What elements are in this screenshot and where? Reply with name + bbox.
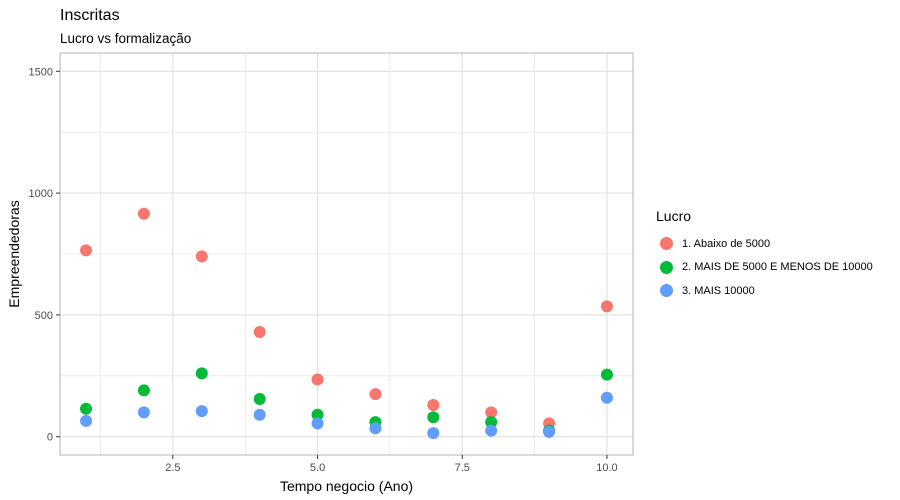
legend-items: 1. Abaixo de 5000 2. MAIS DE 5000 E MENOS… xyxy=(656,232,873,303)
data-point-series-1 xyxy=(195,250,208,263)
data-points xyxy=(80,207,613,440)
legend-key-icon xyxy=(660,260,673,274)
legend-label: 3. MAIS 10000 xyxy=(682,284,755,297)
legend-label: 2. MAIS DE 5000 E MENOS DE 10000 xyxy=(682,261,873,274)
data-point-series-1 xyxy=(311,373,324,386)
legend-key-icon xyxy=(660,284,673,298)
legend-item-3: 3. MAIS 10000 xyxy=(656,279,873,303)
data-point-series-3 xyxy=(80,414,93,427)
y-axis-ticks: 0 500 1000 1500 xyxy=(29,66,60,444)
data-point-series-2 xyxy=(485,416,498,429)
data-point-series-2 xyxy=(427,411,440,424)
y-tick-label: 1000 xyxy=(29,188,53,200)
data-point-series-3 xyxy=(253,408,266,421)
x-tick-label: 2.5 xyxy=(165,462,180,474)
x-axis-ticks: 2.5 5.0 7.5 10.0 xyxy=(165,455,618,474)
x-tick-label: 5.0 xyxy=(310,462,325,474)
data-point-series-3 xyxy=(137,406,150,419)
data-point-series-2 xyxy=(195,367,208,380)
legend-item-2: 2. MAIS DE 5000 E MENOS DE 10000 xyxy=(656,256,873,280)
y-axis-label: Empreendedoras xyxy=(6,200,22,307)
data-point-series-3 xyxy=(543,425,556,438)
data-point-series-1 xyxy=(253,325,266,338)
data-point-series-1 xyxy=(137,207,150,220)
chart-subtitle: Lucro vs formalização xyxy=(60,31,192,46)
legend-key-icon xyxy=(660,237,673,251)
data-point-series-1 xyxy=(600,300,613,313)
panel-border xyxy=(59,52,634,456)
data-point-series-1 xyxy=(427,399,440,412)
data-point-series-1 xyxy=(369,388,382,401)
legend-label: 1. Abaixo de 5000 xyxy=(682,237,771,250)
data-point-series-2 xyxy=(137,384,150,397)
data-point-series-2 xyxy=(311,408,324,421)
data-point-series-2 xyxy=(253,392,266,405)
x-tick-label: 7.5 xyxy=(455,462,470,474)
y-tick-label: 0 xyxy=(47,432,53,444)
x-tick-label: 10.0 xyxy=(596,462,617,474)
data-point-series-1 xyxy=(485,406,498,419)
data-point-series-3 xyxy=(485,424,498,437)
data-point-series-3 xyxy=(427,427,440,440)
legend: Lucro 1. Abaixo de 5000 2. MAIS DE 5000 E… xyxy=(656,208,873,303)
data-point-series-2 xyxy=(80,402,93,415)
data-point-series-3 xyxy=(600,391,613,404)
grid xyxy=(60,53,633,455)
data-point-series-3 xyxy=(369,422,382,435)
chart-title: Inscritas xyxy=(60,7,120,24)
data-point-series-3 xyxy=(311,417,324,430)
data-point-series-3 xyxy=(195,405,208,418)
y-tick-label: 1500 xyxy=(29,66,53,78)
x-axis-label: Tempo negocio (Ano) xyxy=(280,478,413,494)
data-point-series-1 xyxy=(80,244,93,257)
legend-title: Lucro xyxy=(656,208,692,224)
legend-item-1: 1. Abaixo de 5000 xyxy=(656,232,873,256)
data-point-series-2 xyxy=(600,368,613,381)
y-tick-label: 500 xyxy=(35,310,53,322)
